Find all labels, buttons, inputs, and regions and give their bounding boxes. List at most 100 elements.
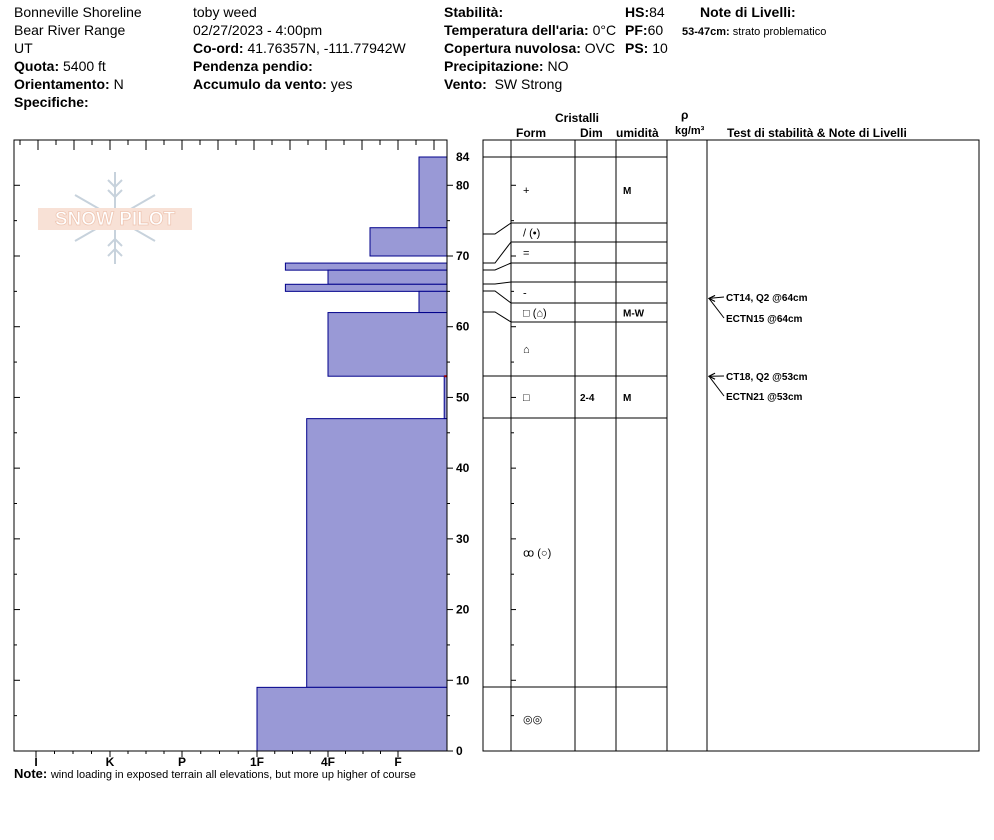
accumulo-label: Accumulo da vento: [193,76,327,92]
range: Bear River Range [14,22,126,38]
test-label: ECTN21 @53cm [726,392,803,403]
datetime: 02/27/2023 - 4:00pm [193,22,323,38]
cop-label: Copertura nuvolosa: [444,40,581,56]
cop-value: OVC [584,40,616,56]
form-header: Form [516,126,546,140]
hs-value: 84 [649,4,665,20]
layer-connector [483,241,512,264]
depth-label: 60 [456,320,470,334]
crystal-form: - [523,288,527,300]
crystal-form: ◎◎ [523,714,542,726]
vento-label: Vento: [444,76,487,92]
snow-layer-bar [284,262,448,271]
test-arrow-head [707,372,716,380]
crystal-table-frame [482,139,980,752]
logo-text: SNOW PILOT [55,209,176,230]
snow-layer-bar [418,156,448,229]
layer-connector [483,290,512,304]
depth-label: 80 [456,178,470,192]
coordinates: Co-ord: 41.76357N, -111.77942W [193,40,406,56]
crystal-moisture: M [623,393,631,404]
note-livelli-text: strato problematico [732,26,827,38]
snow-layer-bar [284,283,448,292]
note-livelli: 53-47cm: strato problematico [682,24,826,40]
snow-layer-bar [327,312,448,377]
depth-label: 84 [456,150,470,164]
layer-connector [483,222,512,235]
umidita-header: umidità [616,126,659,140]
coord-label: Co-ord: [193,40,244,56]
crystal-size: 2-4 [580,393,595,404]
hardness-label: K [106,755,115,769]
hs: HS:84 [625,4,665,20]
ps: PS: 10 [625,40,668,56]
precip-label: Precipitazione: [444,58,544,74]
orient-label: Orientamento: [14,76,110,92]
observer: toby weed [193,4,257,20]
layer-connector [483,311,512,323]
precip-value: NO [547,58,569,74]
accumulo: Accumulo da vento: yes [193,76,352,92]
note-label: Note: [14,766,48,781]
hardness-frame [13,139,448,752]
copertura: Copertura nuvolosa: OVC [444,40,615,56]
orient-value: N [113,76,124,92]
test-label: ECTN15 @64cm [726,314,803,325]
note-text: wind loading in exposed terrain all elev… [50,769,416,781]
test-arrow-line [708,375,725,397]
crystal-form: ꝏ (○) [523,548,551,560]
hardness-label: 4F [321,755,335,769]
orientamento: Orientamento: N [14,76,124,92]
location: Bonneville Shoreline [14,4,142,20]
specifiche-label: Specifiche: [14,94,89,110]
density-unit-header: kg/m³ [675,125,705,137]
note-livelli-label: Note di Livelli: [700,4,796,20]
depth-label: 50 [456,390,470,404]
crystal-form: ⌂ [523,344,530,356]
temperatura: Temperatura dell'aria: 0°C [444,22,616,38]
quota: Quota: 5400 ft [14,58,106,74]
ps-label: PS: [625,40,649,56]
hs-label: HS: [625,4,650,20]
crystal-form: □ [523,392,530,404]
crystal-form: = [523,248,529,260]
pf-value: 60 [647,22,664,38]
quota-value: 5400 ft [63,58,106,74]
pf: PF:60 [625,22,663,38]
crystal-form: / (•) [523,228,540,240]
state: UT [14,40,33,56]
vento: Vento: SW Strong [444,76,562,92]
stabilita-label: Stabilità: [444,4,504,20]
crystal-moisture: M-W [623,309,645,320]
temp-label: Temperatura dell'aria: [444,22,589,38]
depth-label: 20 [456,603,470,617]
precipitazione: Precipitazione: NO [444,58,568,74]
layer-connector [483,262,512,271]
dim-header: Dim [580,126,603,140]
test-arrow-line [708,296,725,299]
temp-value: 0°C [592,22,617,38]
test-label: CT18, Q2 @53cm [726,372,808,383]
hardness-label: P [178,755,186,769]
depth-label: 30 [456,532,470,546]
snow-layer-bar [369,227,448,257]
accumulo-value: yes [330,76,353,92]
vento-value: SW Strong [494,76,563,92]
snow-layer-bar [306,418,448,688]
crystal-moisture: M [623,186,631,197]
depth-label: 10 [456,673,470,687]
snowpilot-logo: SNOW PILOT [38,172,192,264]
test-arrow-head [707,294,716,302]
ps-value: 10 [652,40,668,56]
pf-label: PF: [625,22,648,38]
hardness-label: F [394,755,401,769]
depth-label: 0 [456,744,463,758]
quota-label: Quota: [14,58,60,74]
test-label: CT14, Q2 @64cm [726,293,808,304]
depth-label: 70 [456,249,470,263]
footer-note: Note: wind loading in exposed terrain al… [14,766,416,783]
cristalli-header: Cristalli [555,111,600,125]
snow-layer-bar [256,686,448,752]
crystal-form: + [523,185,529,197]
